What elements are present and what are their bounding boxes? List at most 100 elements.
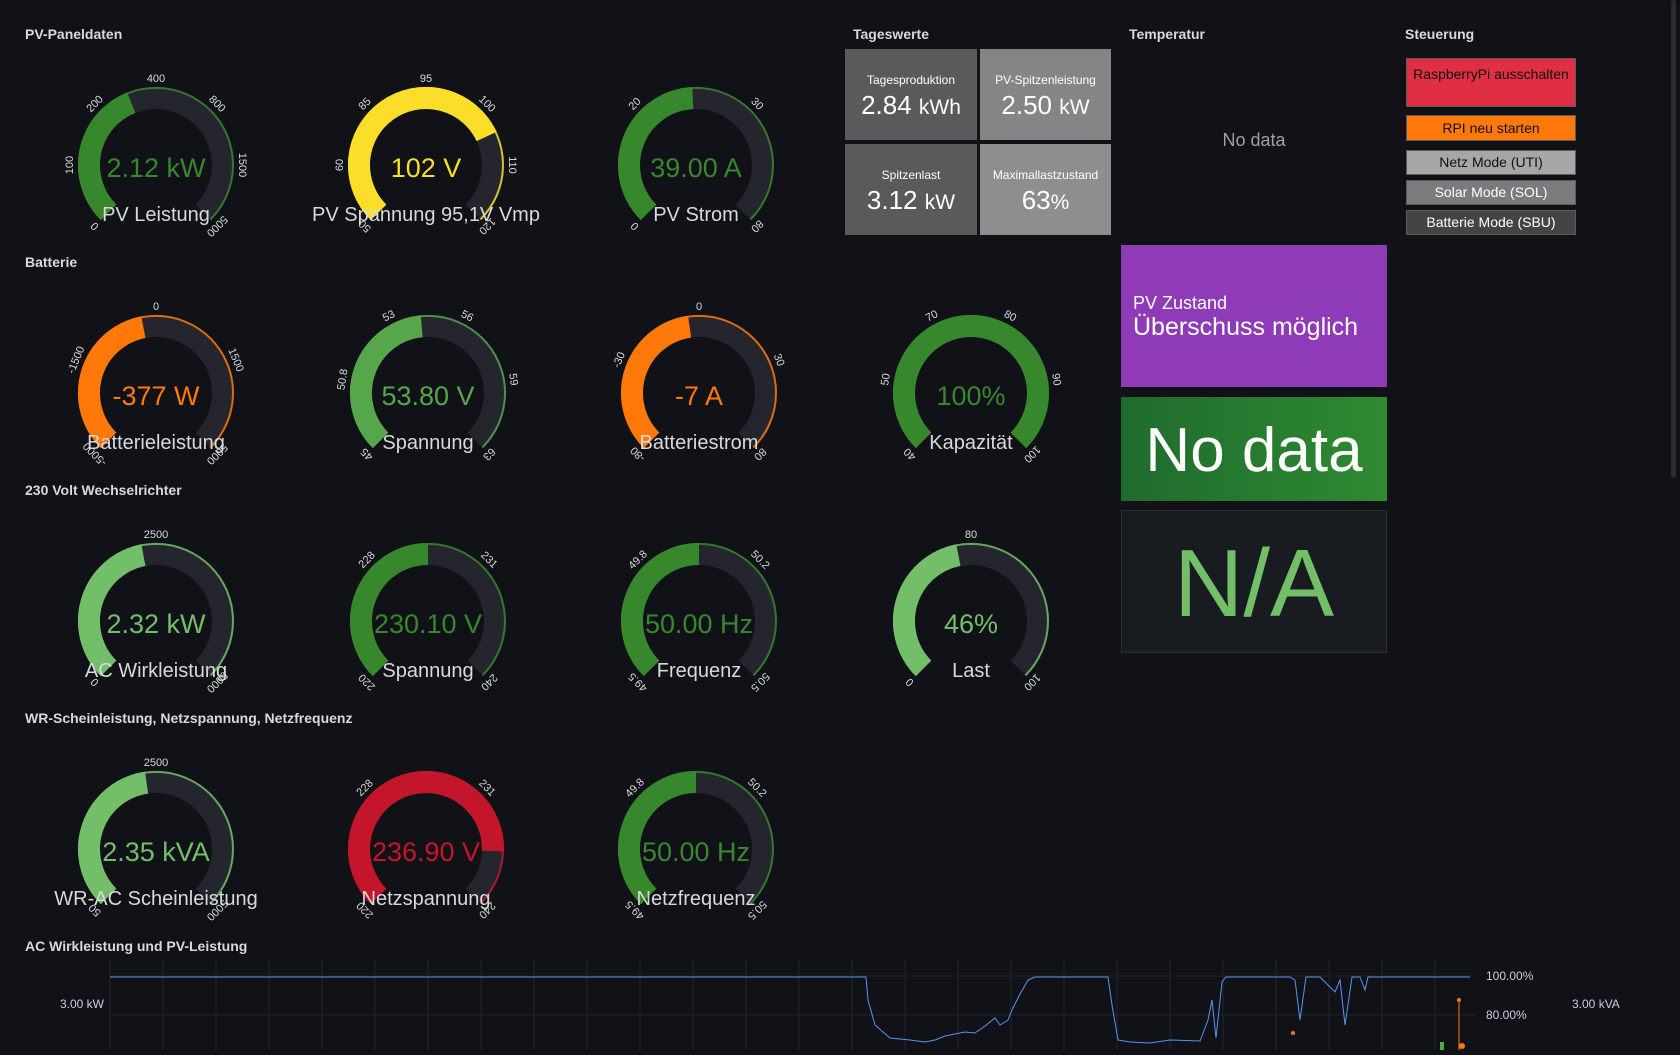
gauge-tick-label: 0: [153, 301, 159, 313]
time-series-chart: 3.00 kW 100.00% 80.00% 3.00 kVA: [0, 960, 1680, 1050]
na-panel-value: N/A: [1173, 530, 1335, 637]
gauge-tick-label: 50.8: [335, 368, 350, 391]
gauge-value-arc: [78, 771, 149, 905]
gauge-label: Last: [952, 660, 990, 682]
section-title-chart: AC Wirkleistung und PV-Leistung: [25, 938, 248, 954]
gauge-tick-label: 2500: [144, 529, 168, 541]
gauge-tick-label: 100: [64, 156, 76, 174]
gauge-ac-wirkleistung: 0 2500 5000 2.32 kW AC Wirkleistung: [36, 529, 276, 726]
section-title-temperatur: Temperatur: [1129, 26, 1205, 42]
pv-zustand-panel: PV Zustand Überschuss möglich: [1121, 245, 1387, 387]
gauge-batterieleistung: -5000 -1500 0 1500 5000 -377 W Batterieleistun…: [36, 301, 276, 498]
gauge-label: Frequenz: [656, 660, 742, 682]
gauge-tick-label: 80: [1002, 308, 1018, 324]
scrollbar-thumb[interactable]: [1671, 0, 1676, 478]
stat-title: PV-Spitzenleistung: [995, 73, 1096, 87]
gauge-tick-label: 2500: [144, 757, 168, 769]
section-title-inverter: 230 Volt Wechselrichter: [25, 482, 182, 498]
section-title-wr: WR-Scheinleistung, Netzspannung, Netzfre…: [25, 710, 353, 726]
section-title-steuerung: Steuerung: [1405, 26, 1475, 42]
gauge-label: Spannung: [382, 660, 474, 682]
chart-svg: 3.00 kW 100.00% 80.00% 3.00 kVA: [60, 960, 1620, 1050]
gauge-tick-label: 1500: [236, 153, 248, 177]
pv-series-line: [110, 976, 1470, 1044]
gauge-value-arc: [893, 315, 1049, 449]
gauge-tick-label: 110: [506, 156, 518, 174]
gauge-tick-label: 70: [924, 308, 940, 324]
gauge-frequenz: 49.5 49.8 50.2 50.5 50.00 Hz Frequenz: [579, 536, 819, 726]
raspberrypi-shutdown-button[interactable]: RaspberryPi ausschalten: [1406, 58, 1576, 107]
gauge-value: 39.00 A: [650, 153, 742, 183]
gauge-value: 100%: [936, 381, 1006, 411]
chart-y-left-label: 3.00 kW: [60, 997, 105, 1011]
chart-y-right-label-1: 100.00%: [1486, 969, 1534, 983]
stat-spitzenlast: Spitzenlast 3.12 kW: [845, 144, 977, 235]
gauge-value-arc: [617, 771, 697, 905]
gauge-label: PV Spannung 95,1V Vmp: [312, 204, 540, 226]
gauge-value: 2.35 kVA: [102, 837, 210, 867]
gauge-value-arc: [347, 87, 497, 221]
section-title-battery: Batterie: [25, 254, 78, 270]
gauge-label: Batteriestrom: [639, 432, 759, 454]
rpi-restart-button[interactable]: RPI neu starten: [1406, 115, 1576, 141]
gauge-tick-label: 400: [147, 73, 165, 85]
stat-maximallastzustand: Maximallastzustand 63%: [980, 144, 1111, 235]
gauge-value-arc: [77, 316, 146, 449]
netz-mode-button[interactable]: Netz Mode (UTI): [1406, 150, 1576, 175]
gauge-netzfrequenz: 49.5 49.8 50.2 50.5 50.00 Hz Netzfrequenz: [576, 764, 816, 954]
gauge-netzspannung: 220 228 231 240 236.90 V Netzspannung: [306, 764, 546, 954]
stat-value: 63%: [1021, 185, 1070, 215]
gauge-label: Kapazität: [929, 432, 1013, 454]
gauge-value: -377 W: [112, 381, 200, 411]
gauge-value: 102 V: [390, 153, 462, 183]
gauge-label: PV Leistung: [102, 204, 210, 226]
gauge-value-arc: [892, 544, 961, 677]
stat-title: Tagesproduktion: [866, 73, 956, 87]
gauge-wr-scheinleistung: 50 2500 5000 2.35 kVA WR-AC Scheinleistung: [36, 757, 276, 954]
gauge-label: Netzfrequenz: [636, 888, 756, 910]
gauge-label: Batterieleistung: [87, 432, 225, 454]
gauge-value-arc: [77, 92, 136, 221]
gauge-tick-label: 80: [965, 529, 977, 541]
pv-zustand-value: Überschuss möglich: [1133, 313, 1359, 341]
gauge-batterie-spannung: 45 50.8 53 56 59 63 53.80 V Spannung: [308, 308, 548, 498]
gauge-label: WR-AC Scheinleistung: [54, 888, 258, 910]
chart-y-right-label-2: 80.00%: [1486, 1008, 1527, 1022]
chart-point: [1459, 1043, 1465, 1049]
gauge-pv-spannung: 50 60 85 95 100 110 120 102 V PV Spannung 95,1V …: [306, 73, 546, 270]
chart-point: [1291, 1031, 1295, 1035]
stat-value: 2.84 kWh: [861, 90, 961, 120]
stat-title: Spitzenlast: [881, 168, 941, 182]
stat-value: 3.12 kW: [866, 185, 956, 215]
gauge-value-arc: [77, 544, 146, 677]
gauge-pv-strom: 0 20 30 80 39.00 A PV Strom: [576, 80, 816, 270]
status-panel-na: N/A: [1121, 510, 1387, 653]
gauge-value-arc: [617, 87, 694, 221]
stat-value: 2.50 kW: [1001, 90, 1090, 120]
section-title-pv: PV-Paneldaten: [25, 26, 123, 42]
gauge-value: -7 A: [674, 381, 724, 411]
gauge-tick-label: 95: [420, 73, 432, 85]
gauge-value: 50.00 Hz: [641, 837, 751, 867]
gauge-value: 53.80 V: [381, 381, 475, 411]
batterie-mode-button[interactable]: Batterie Mode (SBU): [1406, 210, 1576, 235]
gauge-tick-label: 59: [506, 372, 520, 386]
solar-mode-button[interactable]: Solar Mode (SOL): [1406, 180, 1576, 205]
gauge-value-arc: [349, 315, 424, 449]
temperatur-no-data: No data: [1222, 130, 1286, 150]
section-title-tageswerte: Tageswerte: [853, 26, 929, 42]
gauge-wr-spannung: 220 228 231 240 230.10 V Spannung: [308, 536, 548, 726]
gauge-tick-label: 60: [334, 159, 346, 171]
gauge-tick-label: -30: [611, 350, 628, 369]
gauge-tick-label: 90: [1049, 372, 1063, 386]
chart-bar: [1440, 1042, 1444, 1050]
gauge-value-arc: [348, 771, 505, 905]
gauge-last: 0 80 100 46% Last: [851, 529, 1091, 726]
gauge-value-arc: [621, 315, 692, 449]
gauge-value: 50.00 Hz: [644, 609, 754, 639]
gauge-label: Netzspannung: [361, 888, 491, 910]
gauge-batteriestrom: -80 -30 0 30 80 -7 A Batteriestrom: [579, 301, 819, 498]
gauge-value: 2.12 kW: [106, 153, 206, 183]
gauge-kapazitaet: 40 50 70 80 90 100 100% Kapazität: [851, 308, 1091, 498]
gauge-tick-label: 56: [459, 308, 475, 324]
